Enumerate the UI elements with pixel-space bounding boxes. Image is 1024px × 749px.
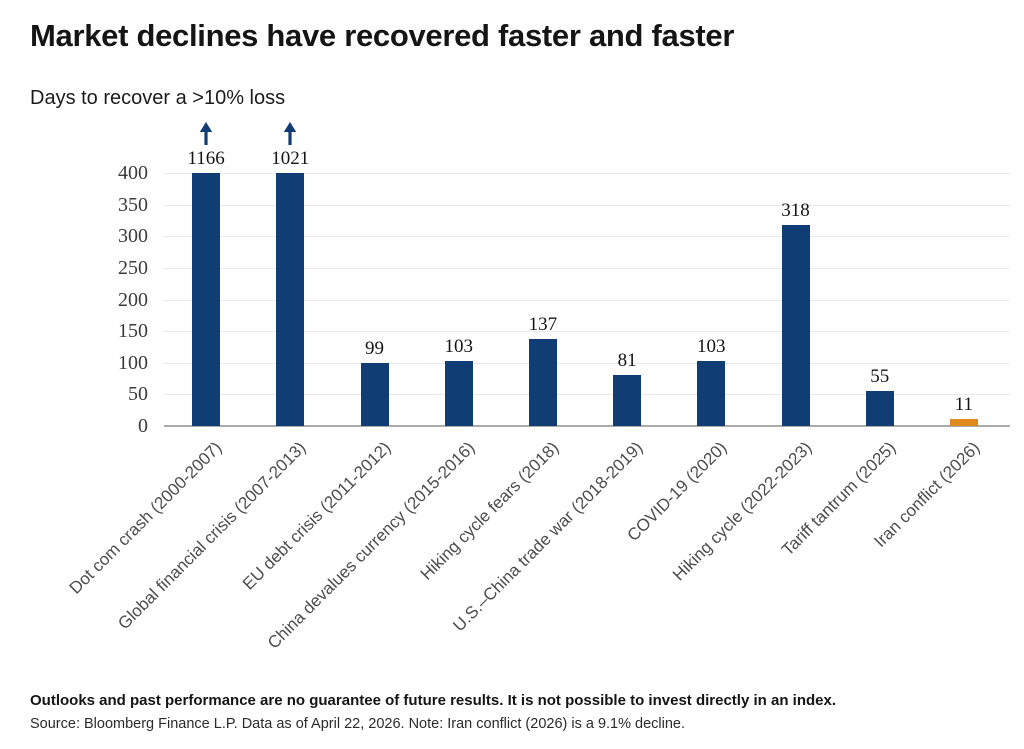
gridline xyxy=(164,394,1010,396)
bar xyxy=(613,374,642,426)
x-axis-category-label: Hiking cycle (2022-2023) xyxy=(668,438,815,585)
x-axis-category-label: EU debt crisis (2011-2012) xyxy=(238,438,394,594)
bar xyxy=(444,360,473,426)
gridline xyxy=(164,173,1010,174)
y-axis-tick-label: 200 xyxy=(118,288,148,311)
source-text: Source: Bloomberg Finance L.P. Data as o… xyxy=(30,716,686,732)
x-axis-category-label: U.S.–China trade war (2018-2019) xyxy=(449,438,647,636)
y-axis-tick-label: 0 xyxy=(138,415,148,437)
chart-subtitle: Days to recover a >10% loss xyxy=(30,87,286,109)
y-axis-tick-label: 250 xyxy=(118,256,148,279)
bar xyxy=(192,173,221,426)
x-axis-category-label: Global financial crisis (2007-2013) xyxy=(114,438,310,634)
bar-value-label: 81 xyxy=(617,349,637,371)
gridline xyxy=(164,299,1010,301)
chart-title: Market declines have recovered faster an… xyxy=(30,18,735,53)
bar-value-label: 1166 xyxy=(187,148,225,169)
gridline xyxy=(164,204,1010,206)
bar-value-label: 137 xyxy=(528,314,558,336)
bar-value-label: 99 xyxy=(365,338,384,360)
gridline xyxy=(164,267,1010,269)
bar xyxy=(276,173,305,426)
bar-value-label: 55 xyxy=(870,366,890,388)
bar-value-label: 11 xyxy=(954,394,974,416)
bar xyxy=(949,419,978,426)
bar xyxy=(697,360,726,426)
bar-value-label: 318 xyxy=(781,199,810,221)
gridline xyxy=(164,331,1010,333)
disclaimer-text: Outlooks and past performance are no gua… xyxy=(30,692,836,709)
gridline xyxy=(164,236,1010,238)
bar-value-label: 103 xyxy=(444,335,473,357)
y-axis-tick-label: 100 xyxy=(118,351,148,374)
x-axis-category-label: Hiking cycle fears (2018) xyxy=(416,438,563,584)
overflow-arrow-icon xyxy=(199,122,213,145)
y-axis-tick-label: 50 xyxy=(128,383,148,406)
bar-value-label: 1021 xyxy=(271,148,310,169)
overflow-arrow-icon xyxy=(283,122,297,145)
gridline xyxy=(164,362,1010,364)
x-axis-category-label: Dot com crash (2000-2007) xyxy=(65,438,226,598)
y-axis-tick-label: 400 xyxy=(118,162,148,184)
y-axis-tick-label: 150 xyxy=(118,320,148,343)
x-axis-baseline xyxy=(164,425,1010,427)
bar-value-label: 103 xyxy=(697,335,726,357)
bar xyxy=(528,339,557,426)
bar xyxy=(781,224,810,426)
y-axis-tick-label: 300 xyxy=(118,225,148,248)
y-axis-tick-label: 350 xyxy=(118,193,148,216)
bar xyxy=(865,391,894,426)
bar xyxy=(360,363,389,426)
